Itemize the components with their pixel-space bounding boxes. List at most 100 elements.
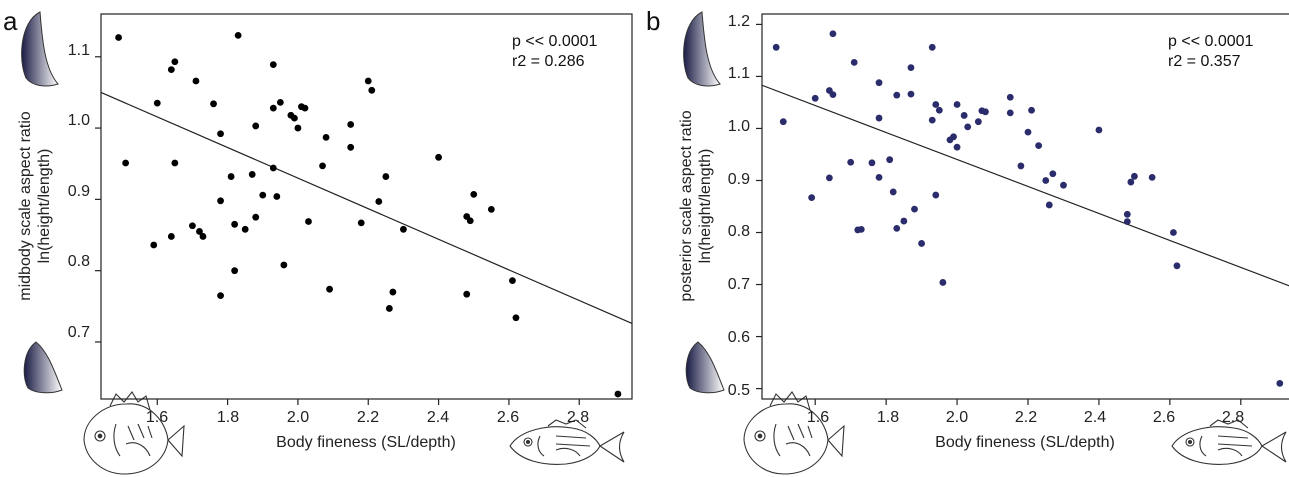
data-point	[875, 79, 883, 87]
data-point	[886, 156, 894, 164]
data-point	[259, 191, 267, 199]
data-point	[189, 222, 196, 230]
data-point	[1095, 126, 1103, 134]
data-point	[1060, 181, 1067, 189]
x-tick-label: 2.0	[287, 409, 309, 426]
data-point	[889, 188, 897, 196]
panel-label-b: b	[646, 6, 660, 36]
y-tick-label: 0.8	[68, 253, 90, 270]
data-point	[928, 43, 936, 51]
p-value-b: p << 0.0001	[1168, 33, 1254, 50]
data-point	[928, 116, 936, 124]
data-point	[280, 261, 288, 269]
data-point	[974, 118, 982, 126]
x-tick-label: 1.6	[146, 409, 168, 426]
data-point	[400, 225, 407, 233]
y-axis-label-b-line1: posterior scale aspect ratio	[678, 110, 695, 301]
data-point	[825, 174, 833, 182]
y-axis-label-b-line2: ln(height/length)	[697, 149, 714, 264]
data-point	[932, 191, 940, 199]
data-point	[811, 94, 819, 102]
data-point	[1045, 201, 1053, 209]
x-ticks-b	[814, 399, 1242, 405]
data-point	[252, 213, 260, 221]
x-tick-label: 2.2	[357, 409, 379, 426]
data-point	[772, 43, 780, 51]
data-point	[322, 133, 330, 141]
data-point	[470, 190, 478, 198]
slender-fish-icon	[509, 419, 625, 465]
y-tick-label: 0.6	[728, 329, 750, 346]
panel-a: a	[3, 6, 633, 475]
data-point	[1006, 93, 1014, 101]
data-point	[326, 285, 333, 293]
data-point	[1127, 178, 1135, 186]
y-tick-label: 0.8	[728, 223, 750, 240]
data-point	[875, 173, 883, 181]
data-point	[960, 112, 968, 119]
data-point	[319, 162, 326, 170]
data-point	[1017, 162, 1025, 170]
short-scale-icon	[685, 341, 725, 394]
y-tick-label: 1.1	[728, 65, 750, 82]
data-point	[509, 277, 516, 285]
data-point	[385, 305, 393, 312]
data-point	[153, 99, 161, 107]
data-point	[234, 31, 242, 39]
data-point	[964, 123, 972, 131]
y-tick-label: 0.9	[68, 183, 90, 200]
data-point	[1049, 170, 1057, 178]
y-ticks-b	[756, 23, 762, 390]
data-point	[364, 77, 372, 85]
x-ticks-a	[156, 399, 580, 405]
x-tick-label: 2.2	[1015, 409, 1037, 426]
data-point	[1028, 106, 1035, 114]
y-tick-label: 0.7	[68, 324, 90, 341]
y-axis-label-a-line2: ln(height/length)	[36, 149, 53, 264]
deep-body-fish-icon	[743, 391, 845, 475]
x-axis-label-a: Body fineness (SL/depth)	[276, 434, 456, 451]
data-point	[939, 279, 947, 286]
data-point	[273, 193, 281, 200]
x-tick-label: 2.6	[497, 409, 519, 426]
data-point	[1170, 229, 1177, 236]
x-tick-label: 2.0	[946, 409, 968, 426]
y-ticks-a	[95, 56, 101, 343]
data-point	[248, 171, 256, 178]
data-point	[1276, 379, 1284, 387]
data-point	[893, 224, 901, 232]
data-point	[357, 219, 365, 227]
data-point	[857, 225, 865, 233]
data-point	[210, 100, 217, 108]
data-point	[347, 143, 355, 151]
fit-line-b	[761, 84, 1289, 287]
data-point	[231, 267, 239, 275]
data-point	[1173, 262, 1181, 270]
deep-body-fish-icon	[83, 391, 185, 475]
data-point	[196, 228, 203, 235]
data-point	[122, 159, 130, 167]
x-tick-label: 2.8	[567, 409, 589, 426]
plot-frame-b	[761, 13, 1289, 400]
slender-fish-icon	[1171, 419, 1287, 465]
x-tick-label: 2.6	[1153, 409, 1175, 426]
panel-label-a: a	[3, 6, 18, 36]
data-point	[347, 121, 355, 128]
data-point	[269, 61, 277, 69]
data-point	[950, 133, 957, 141]
data-point	[932, 101, 940, 108]
data-point	[487, 205, 495, 213]
p-value-a: p << 0.0001	[512, 33, 598, 50]
points-b	[772, 30, 1284, 387]
x-tick-label: 1.8	[217, 409, 239, 426]
y-tick-label: 1.2	[728, 13, 750, 30]
plot-frame-a	[100, 13, 633, 400]
regression-line	[761, 84, 1289, 287]
data-point	[291, 114, 298, 122]
data-point	[907, 90, 915, 98]
data-point	[269, 164, 277, 172]
data-point	[389, 288, 397, 296]
x-axis-label-b: Body fineness (SL/depth)	[935, 434, 1115, 451]
data-point	[167, 233, 175, 240]
